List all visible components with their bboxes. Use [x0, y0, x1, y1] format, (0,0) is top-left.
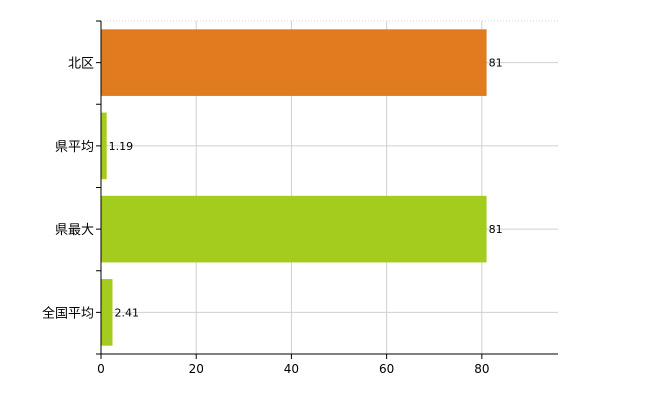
data-label: 1.19 — [109, 140, 133, 153]
data-label: 81 — [489, 223, 503, 236]
x-tick-label: 20 — [189, 362, 204, 376]
category-label: 全国平均 — [42, 305, 94, 321]
x-tick-label: 80 — [474, 362, 489, 376]
bar-layer — [101, 29, 487, 346]
bar — [101, 195, 487, 263]
category-label: 県平均 — [55, 140, 94, 155]
category-label: 県最大 — [55, 223, 94, 238]
x-tick-label: 0 — [97, 362, 105, 376]
axis-layer — [96, 20, 558, 359]
data-label: 81 — [489, 57, 503, 70]
bar — [101, 112, 107, 180]
x-tick-label: 60 — [379, 362, 394, 376]
x-tick-label: 40 — [284, 362, 299, 376]
bar — [101, 279, 113, 346]
bar — [101, 29, 487, 96]
data-label: 2.41 — [114, 306, 138, 319]
category-label: 北区 — [68, 57, 94, 72]
